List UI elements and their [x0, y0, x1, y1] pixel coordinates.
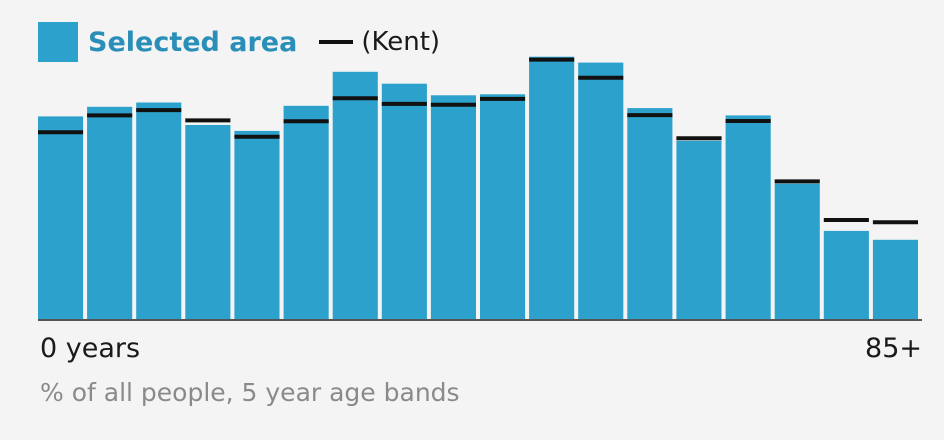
bar-selected-1	[87, 106, 133, 320]
bar-selected-5	[283, 105, 329, 320]
x-axis-start-label: 0 years	[40, 333, 141, 364]
legend-selected-label: Selected area	[88, 26, 298, 58]
bar-selected-16	[823, 230, 869, 320]
legend-comparison-line	[319, 40, 354, 44]
bar-selected-14	[725, 115, 771, 321]
bar-selected-8	[430, 95, 476, 320]
bar-selected-17	[872, 239, 918, 320]
bar-selected-11	[578, 62, 624, 320]
bar-selected-3	[185, 125, 231, 320]
legend: Selected area (Kent)	[38, 22, 440, 62]
legend-comparison-label: (Kent)	[361, 27, 441, 57]
bar-selected-2	[136, 102, 182, 320]
bar-selected-9	[480, 94, 526, 320]
bar-selected-10	[529, 56, 575, 320]
selected-bars	[38, 56, 918, 321]
bar-selected-7	[381, 83, 427, 320]
bar-selected-12	[627, 108, 673, 320]
bar-selected-4	[234, 130, 280, 320]
chart-caption: % of all people, 5 year age bands	[40, 378, 460, 407]
bar-selected-6	[332, 71, 378, 320]
bar-selected-15	[774, 183, 820, 320]
legend-selected-swatch	[38, 22, 78, 62]
x-axis-end-label: 85+	[865, 333, 922, 364]
comparison-marks	[38, 57, 918, 225]
bar-selected-0	[38, 116, 84, 321]
bar-selected-13	[676, 140, 722, 320]
